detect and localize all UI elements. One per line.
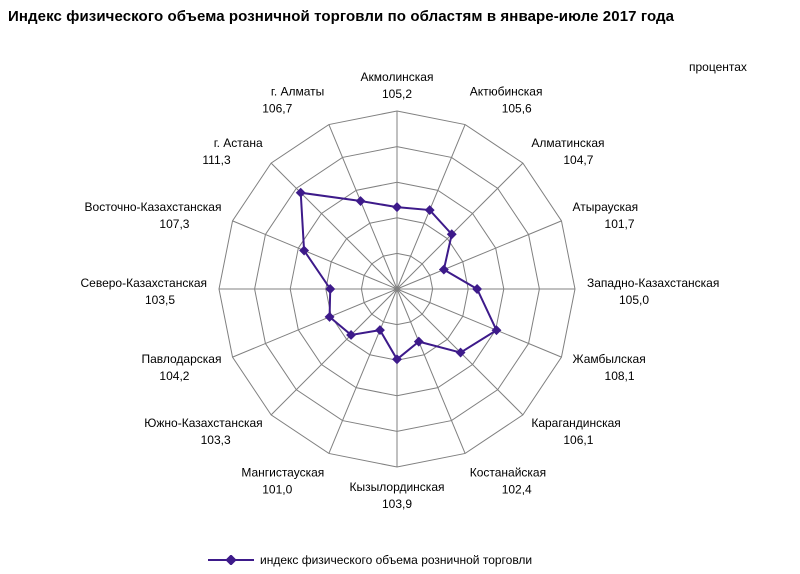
category-label-7: Карагандинская	[531, 416, 620, 430]
data-point-4	[438, 264, 449, 275]
data-point-1	[392, 202, 402, 213]
grid-spoke-14	[232, 220, 398, 290]
category-label-13: Северо-Казахстанская	[80, 276, 207, 290]
data-point-8	[413, 336, 424, 347]
legend-label: индекс физического объема розничной торг…	[260, 553, 533, 567]
value-label-10: 101,0	[262, 483, 292, 497]
value-label-4: 101,7	[605, 217, 635, 231]
value-label-3: 104,7	[563, 153, 593, 167]
value-label-2: 105,6	[502, 101, 532, 115]
value-label-8: 102,4	[502, 483, 532, 497]
radar-series	[295, 187, 502, 365]
value-label-9: 103,9	[382, 497, 412, 511]
category-label-2: Актюбинская	[470, 84, 543, 98]
radar-grid	[218, 110, 576, 468]
unit-label: процентах	[689, 60, 747, 74]
category-label-3: Алматинская	[531, 136, 604, 150]
grid-spoke-11	[270, 288, 398, 416]
grid-spoke-10	[328, 288, 398, 454]
chart-title: Индекс физического объема розничной торг…	[8, 8, 675, 25]
category-label-6: Жамбылская	[573, 352, 646, 366]
category-label-1: Акмолинская	[361, 70, 434, 84]
category-label-11: Южно-Казахстанская	[144, 416, 262, 430]
data-point-9	[392, 354, 402, 365]
category-label-9: Кызылординская	[350, 480, 445, 494]
radar-labels: Акмолинская 105,2 Актюбинская 105,6 Алматинс…	[80, 70, 719, 511]
grid-spoke-16	[328, 124, 398, 290]
data-point-13	[325, 284, 336, 294]
data-point-16	[355, 196, 366, 206]
grid-spoke-4	[396, 220, 562, 290]
grid-spoke-12	[232, 288, 398, 358]
category-label-4: Атырауская	[573, 200, 639, 214]
legend: индекс физического объема розничной торг…	[208, 553, 532, 567]
value-label-13: 103,5	[145, 293, 175, 307]
value-label-6: 108,1	[605, 369, 635, 383]
value-label-15: 111,3	[202, 153, 231, 167]
data-point-7	[455, 347, 466, 358]
data-point-15	[295, 187, 306, 198]
data-point-14	[299, 245, 310, 256]
value-label-1: 105,2	[382, 87, 412, 101]
grid-spoke-3	[396, 162, 524, 290]
legend-marker	[208, 555, 254, 565]
data-point-5	[472, 284, 483, 294]
data-point-12	[324, 311, 335, 322]
value-label-16: 106,7	[262, 101, 292, 115]
value-label-12: 104,2	[159, 369, 189, 383]
grid-spoke-15	[270, 162, 398, 290]
data-point-11	[346, 329, 357, 340]
grid-spoke-8	[396, 288, 466, 454]
data-point-2	[424, 205, 435, 216]
category-label-8: Костанайская	[470, 466, 546, 480]
grid-spoke-6	[396, 288, 562, 358]
category-label-12: Павлодарская	[141, 352, 221, 366]
category-label-15: г. Астана	[214, 136, 263, 150]
data-point-6	[491, 325, 502, 336]
value-label-14: 107,3	[159, 217, 189, 231]
value-label-7: 106,1	[563, 433, 593, 447]
category-label-10: Мангистауская	[241, 466, 324, 480]
category-label-5: Западно-Казахстанская	[587, 276, 719, 290]
data-point-10	[375, 325, 385, 336]
category-label-16: г. Алматы	[271, 84, 324, 98]
data-point-3	[446, 229, 457, 240]
category-label-14: Восточно-Казахстанская	[85, 200, 222, 214]
value-label-5: 105,0	[619, 293, 649, 307]
value-label-11: 103,3	[201, 433, 231, 447]
